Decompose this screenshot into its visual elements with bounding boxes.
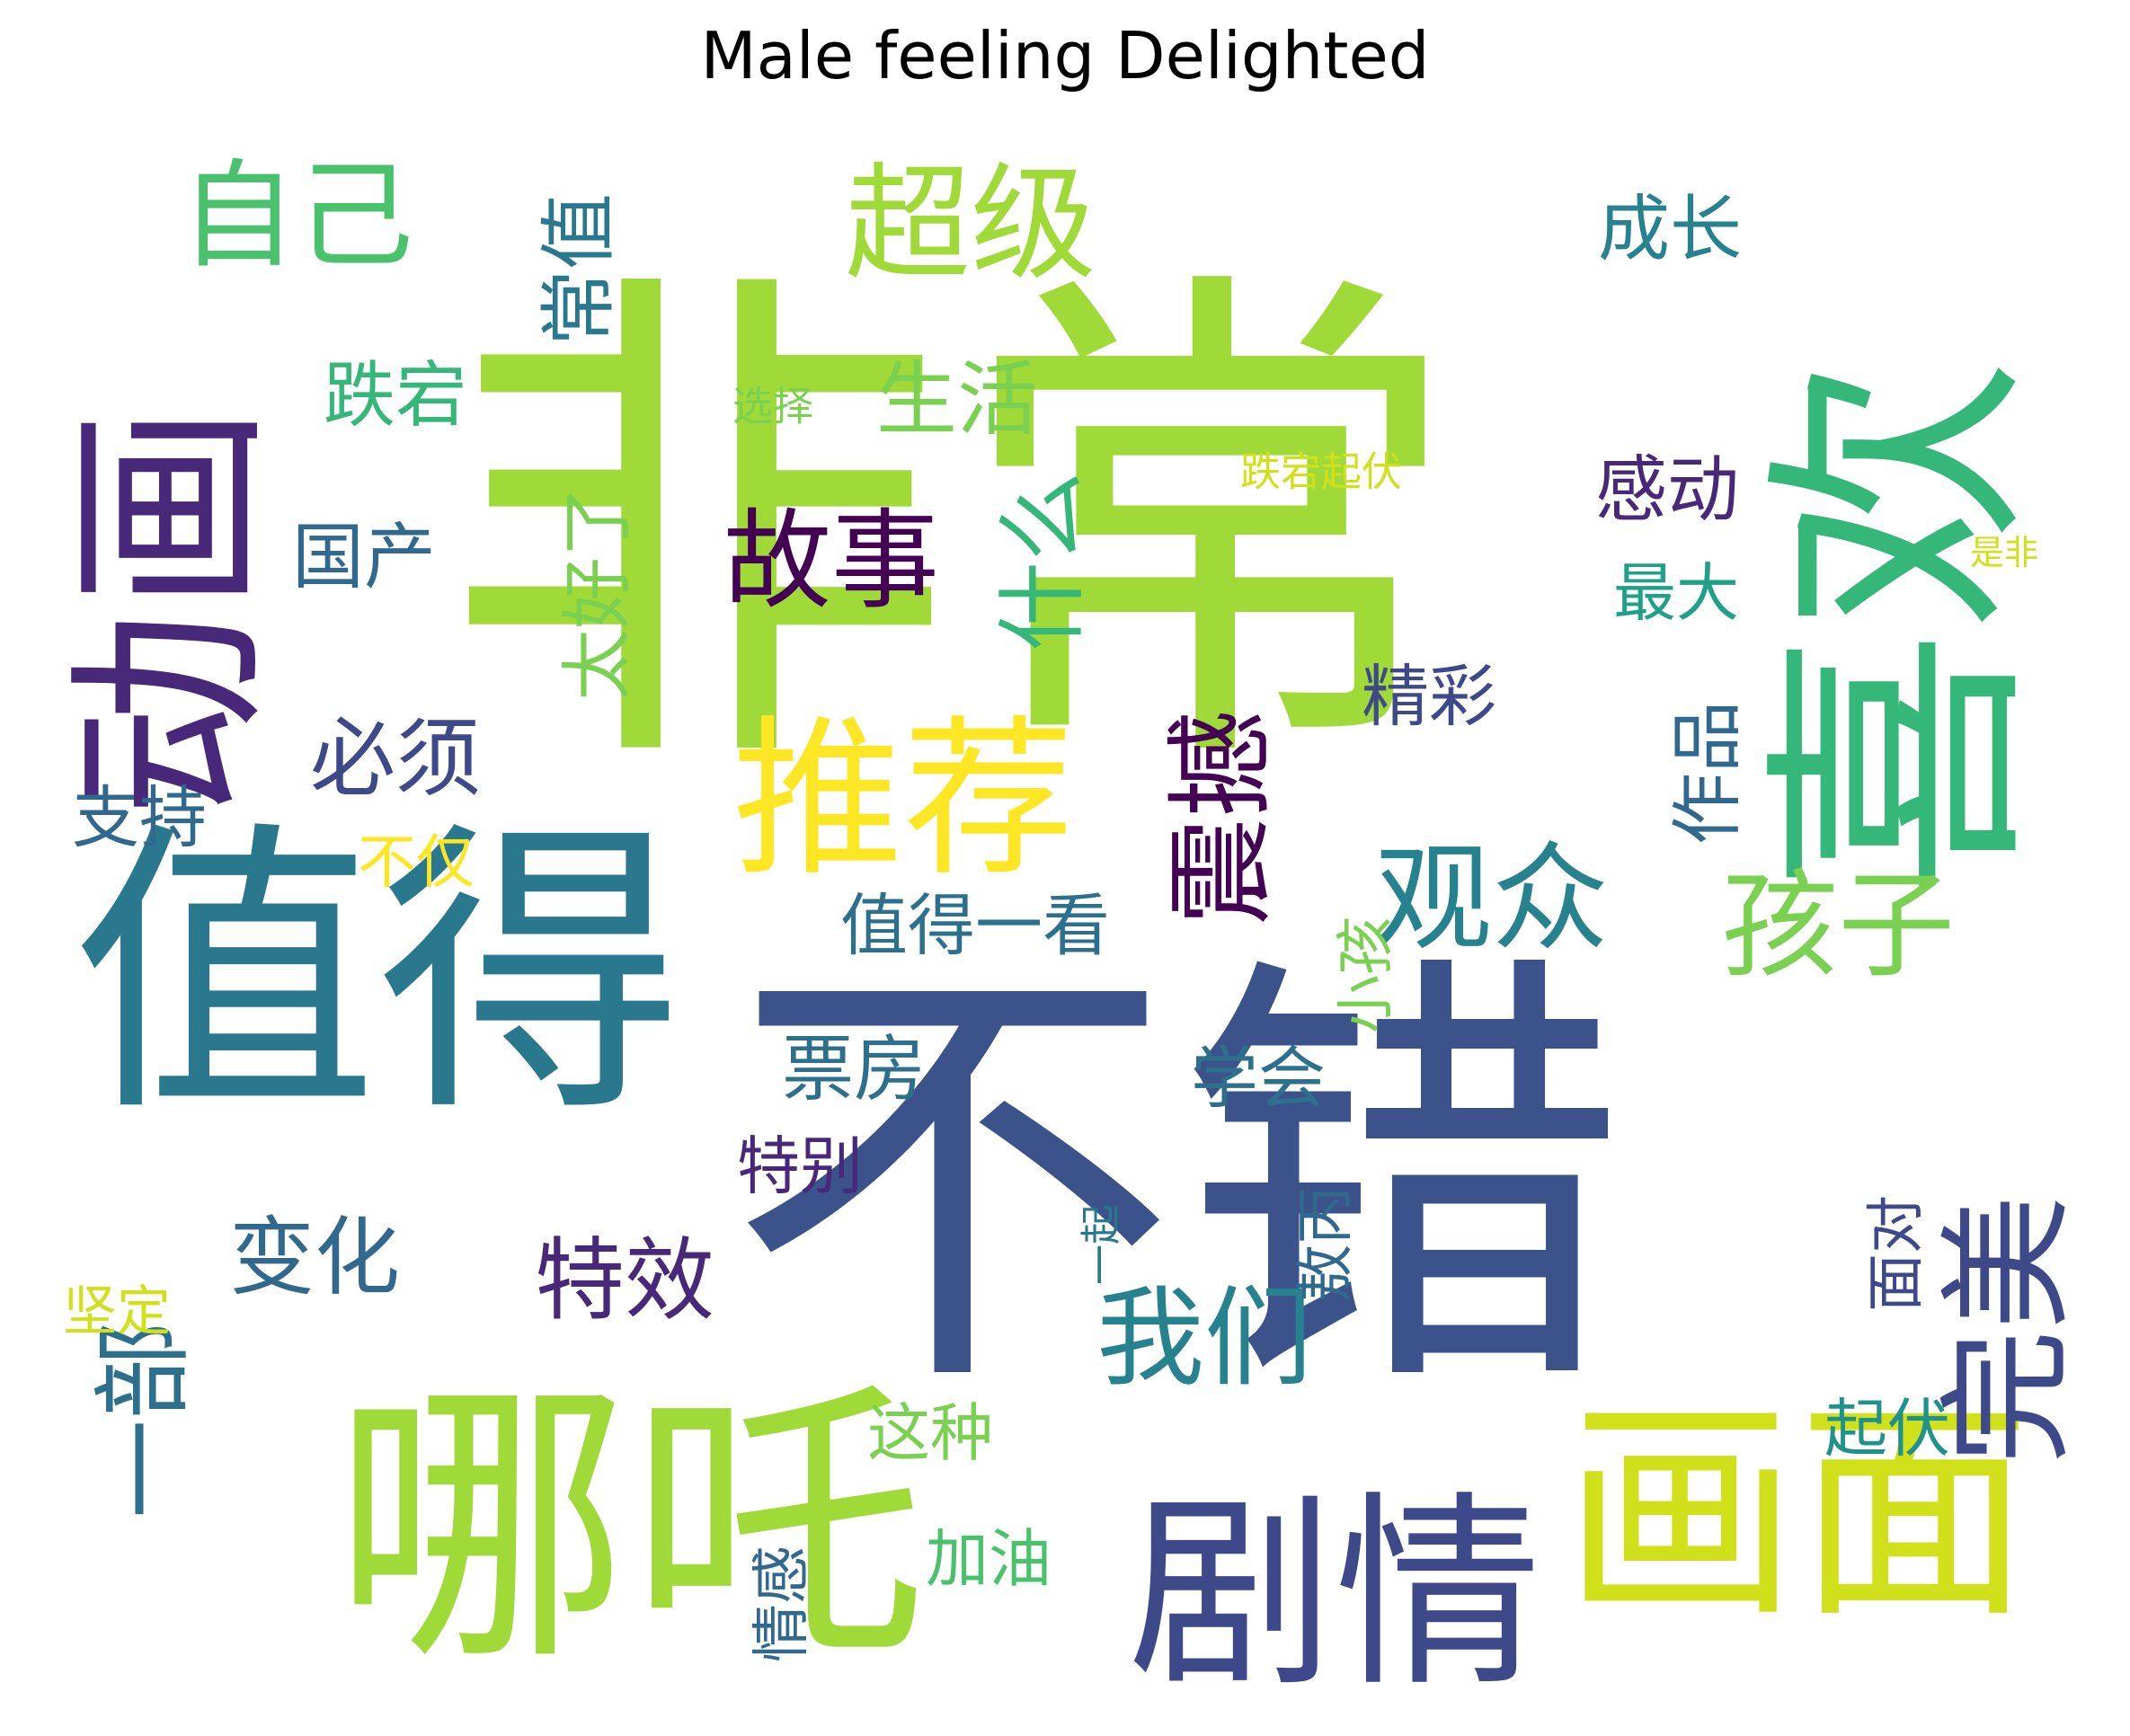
cloud-word: 选择	[732, 383, 813, 430]
cloud-word: 什么	[990, 472, 1096, 651]
cloud-word: 国产	[292, 516, 436, 599]
cloud-word: 常值	[536, 193, 625, 346]
cloud-word: 支持	[72, 778, 207, 857]
cloud-word: 动画	[51, 404, 291, 818]
cloud-word: 精彩	[1362, 657, 1496, 736]
cloud-word: 特效	[535, 1228, 714, 1333]
cloud-word: 小孩	[1333, 917, 1400, 1033]
cloud-word: 是非	[1970, 533, 2038, 572]
cloud-word: 感动	[1595, 448, 1739, 532]
cloud-word: 观众	[1375, 830, 1609, 967]
cloud-word: 剧情	[1128, 1475, 1541, 1715]
cloud-word: 我们	[1096, 1277, 1312, 1402]
cloud-word: 一部	[86, 1321, 201, 1519]
cloud-word: 不错	[728, 920, 1627, 1443]
cloud-word: 必须	[310, 710, 481, 809]
cloud-word: 太好了	[556, 485, 640, 701]
cloud-word: 推荐	[732, 701, 1074, 899]
cloud-word: 成长	[1598, 188, 1742, 271]
chart-title: Male feeling Delighted	[700, 18, 1430, 93]
cloud-word: 加油	[926, 1522, 1052, 1596]
cloud-word: 喜欢	[1744, 359, 2058, 899]
cloud-word: 跌宕	[324, 354, 467, 438]
cloud-word: 票房	[782, 1028, 926, 1112]
cloud-word: 这种	[867, 1396, 993, 1470]
cloud-word: 非常	[440, 233, 1465, 828]
cloud-word: 完美	[1930, 1195, 2087, 1465]
cloud-word: 敖丙	[1292, 1186, 1360, 1303]
cloud-word: 面对	[1863, 1195, 1930, 1312]
cloud-word: 作品	[1666, 701, 1750, 845]
cloud-word: 超级	[845, 152, 1096, 298]
cloud-word: 值得一看	[840, 886, 1110, 965]
cloud-word: 自己	[180, 147, 413, 284]
cloud-word: 坚定	[63, 1280, 171, 1343]
cloud-word: 震撼	[1160, 710, 1285, 926]
cloud-word: 不仅	[358, 829, 475, 897]
cloud-word: 生活	[876, 353, 1038, 447]
cloud-word: 最大	[1613, 556, 1739, 630]
cloud-word: 变化	[229, 1209, 400, 1307]
cloud-word: 跌宕起伏	[1240, 448, 1402, 496]
cloud-word: 值得	[72, 797, 683, 1153]
cloud-word: 孩子	[1721, 857, 1955, 994]
cloud-word: 一起	[1078, 1204, 1125, 1285]
word-cloud: 非常不错 喜欢值得哪吒 动画剧情 画面 推荐 超级 自己观众 孩子完美 震撼 故事我们 变化 特效一部…	[27, 144, 2103, 1725]
cloud-word: 故事	[723, 500, 939, 624]
cloud-word: 情感	[749, 1546, 816, 1662]
cloud-word: 学会	[1191, 1039, 1326, 1118]
cloud-word: 哪吒	[333, 1355, 926, 1700]
cloud-word: 特别	[737, 1129, 863, 1203]
cloud-word: 画面	[1564, 1378, 2031, 1650]
cloud-word: 起伏	[1824, 1392, 1950, 1466]
